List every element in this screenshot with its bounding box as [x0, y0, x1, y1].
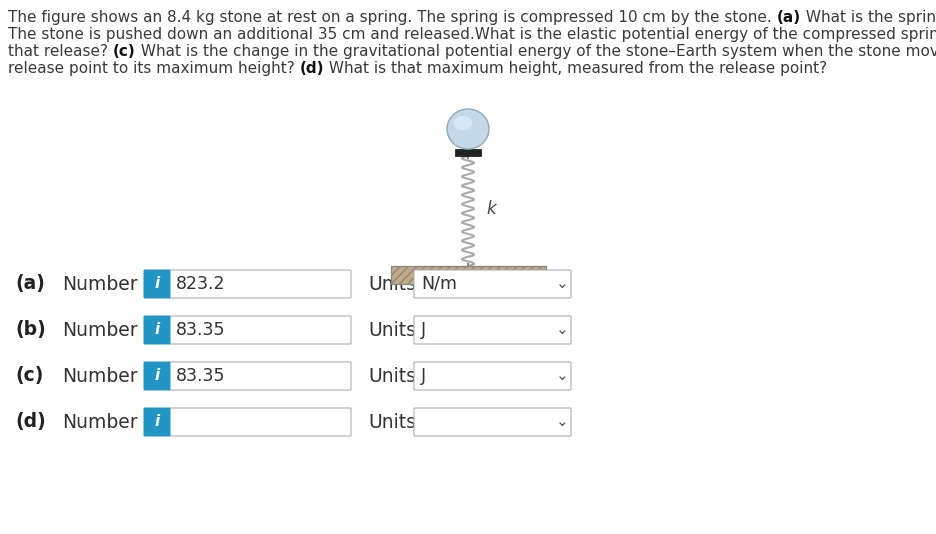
- Text: Number: Number: [62, 412, 138, 431]
- Bar: [391, 266, 546, 284]
- Text: ⌄: ⌄: [556, 323, 568, 337]
- Text: ⌄: ⌄: [556, 368, 568, 383]
- FancyBboxPatch shape: [414, 270, 571, 298]
- Text: k: k: [486, 200, 496, 218]
- Text: What is the spring constant?: What is the spring constant?: [801, 10, 936, 25]
- Text: Units: Units: [368, 412, 416, 431]
- FancyBboxPatch shape: [169, 408, 351, 436]
- Ellipse shape: [447, 109, 489, 149]
- FancyBboxPatch shape: [143, 270, 170, 299]
- FancyBboxPatch shape: [414, 362, 571, 390]
- Text: Number: Number: [62, 274, 138, 294]
- Text: i: i: [154, 368, 160, 383]
- FancyBboxPatch shape: [143, 316, 170, 344]
- Text: release point to its maximum height?: release point to its maximum height?: [8, 61, 300, 76]
- FancyBboxPatch shape: [169, 316, 351, 344]
- Text: ⌄: ⌄: [556, 277, 568, 292]
- Text: i: i: [154, 323, 160, 337]
- Text: 823.2: 823.2: [176, 275, 226, 293]
- FancyBboxPatch shape: [143, 362, 170, 390]
- Text: Units: Units: [368, 320, 416, 340]
- Text: (d): (d): [300, 61, 324, 76]
- Text: The figure shows an 8.4 kg stone at rest on a spring. The spring is compressed 1: The figure shows an 8.4 kg stone at rest…: [8, 10, 777, 25]
- Text: What is that maximum height, measured from the release point?: What is that maximum height, measured fr…: [324, 61, 827, 76]
- Text: ⌄: ⌄: [556, 414, 568, 429]
- Bar: [455, 149, 481, 156]
- Text: Number: Number: [62, 320, 138, 340]
- Text: What is the change in the gravitational potential energy of the stone–Earth syst: What is the change in the gravitational …: [136, 44, 936, 59]
- Bar: [391, 266, 546, 284]
- Ellipse shape: [454, 116, 473, 130]
- Text: i: i: [154, 414, 160, 429]
- Text: (b): (b): [15, 320, 46, 340]
- Text: (a): (a): [777, 10, 801, 25]
- FancyBboxPatch shape: [414, 408, 571, 436]
- Text: 83.35: 83.35: [176, 367, 226, 385]
- Text: J: J: [421, 367, 426, 385]
- Text: Units: Units: [368, 366, 416, 386]
- Text: (c): (c): [113, 44, 136, 59]
- Text: that release?: that release?: [8, 44, 113, 59]
- Text: (a): (a): [15, 274, 45, 294]
- Text: J: J: [421, 321, 426, 339]
- FancyBboxPatch shape: [169, 270, 351, 298]
- FancyBboxPatch shape: [169, 362, 351, 390]
- Text: (d): (d): [15, 412, 46, 431]
- Text: (c): (c): [15, 366, 43, 386]
- Text: The stone is pushed down an additional 35 cm and released.What is the elastic po: The stone is pushed down an additional 3…: [8, 27, 936, 42]
- Text: Number: Number: [62, 366, 138, 386]
- FancyBboxPatch shape: [143, 407, 170, 436]
- Text: 83.35: 83.35: [176, 321, 226, 339]
- Text: i: i: [154, 277, 160, 292]
- Text: N/m: N/m: [421, 275, 457, 293]
- FancyBboxPatch shape: [414, 316, 571, 344]
- Text: Units: Units: [368, 274, 416, 294]
